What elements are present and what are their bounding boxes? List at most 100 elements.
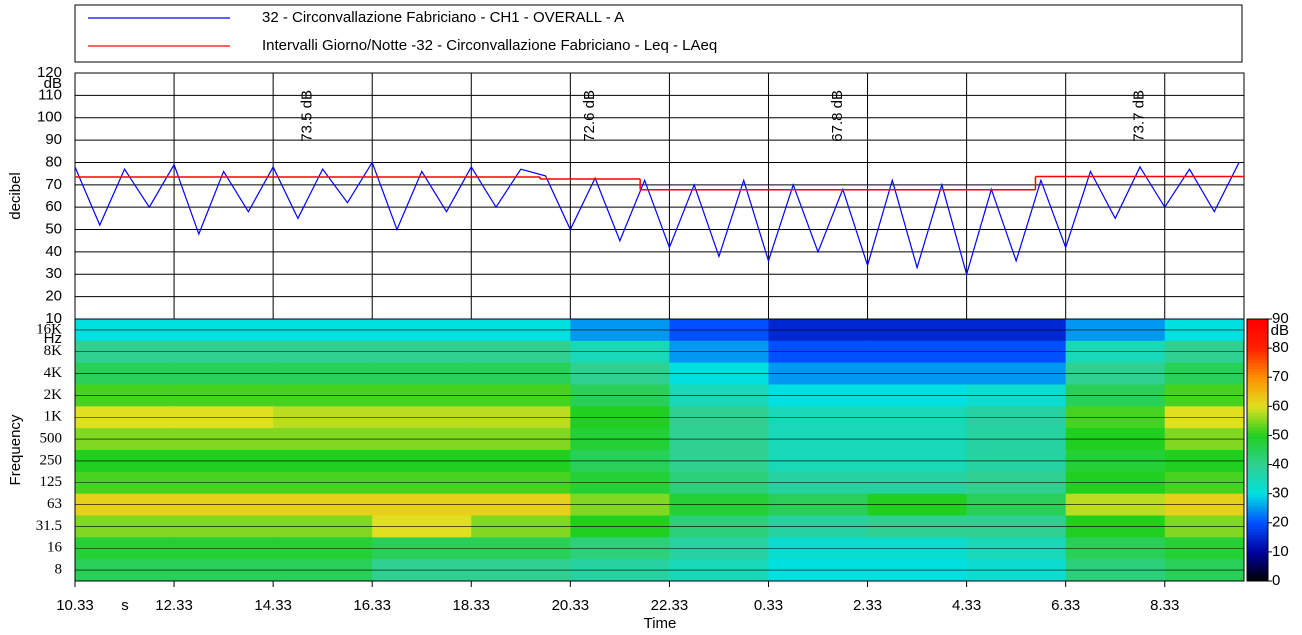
legend-box <box>74 4 1243 63</box>
y-tick-label: 100 <box>37 109 62 126</box>
colorbar-step <box>1247 467 1268 471</box>
colorbar-tick-label: 60 <box>1272 397 1289 414</box>
colorbar-frame <box>1246 318 1269 582</box>
colorbar-step <box>1247 496 1268 500</box>
colorbar-step <box>1247 444 1268 448</box>
colorbar-step <box>1247 505 1268 509</box>
legend-label: 32 - Circonvallazione Fabriciano - CH1 -… <box>262 9 624 26</box>
colorbar-step <box>1247 409 1268 413</box>
y-tick-label: 8 <box>55 562 63 578</box>
colorbar-step <box>1247 374 1268 378</box>
colorbar-step <box>1247 557 1268 562</box>
colorbar-step <box>1247 508 1268 512</box>
x-tick-label: 14.33 <box>254 597 292 614</box>
x-tick-label: 4.33 <box>952 597 981 614</box>
value-label: 67.8 dB <box>829 90 846 142</box>
colorbar-step <box>1247 383 1268 387</box>
x-tick-label: 8.33 <box>1150 597 1179 614</box>
colorbar-step <box>1247 368 1268 372</box>
colorbar-step <box>1247 380 1268 384</box>
colorbar-step <box>1247 578 1268 582</box>
colorbar-tick-label: 90 <box>1272 310 1289 327</box>
colorbar-step <box>1247 534 1268 538</box>
colorbar-tick-label: 20 <box>1272 514 1289 531</box>
colorbar-step <box>1247 336 1268 340</box>
y-tick-label: 250 <box>40 452 63 468</box>
colorbar-step <box>1247 572 1268 576</box>
x-tick-label: 10.33 <box>56 597 94 614</box>
colorbar-step <box>1247 528 1268 533</box>
plot-frame <box>74 72 1245 320</box>
colorbar-step <box>1247 452 1268 457</box>
colorbar-step <box>1247 458 1268 463</box>
colorbar-step <box>1247 560 1268 565</box>
x-axis-label: Time <box>644 615 677 632</box>
colorbar-step <box>1247 339 1268 343</box>
colorbar-step <box>1247 333 1268 337</box>
colorbar-step <box>1247 435 1268 439</box>
y-tick-label: 63 <box>47 496 62 512</box>
y-tick-label: 31.5 <box>36 518 62 534</box>
colorbar-step <box>1247 450 1268 454</box>
colorbar-step <box>1247 554 1268 559</box>
y-tick-label: 50 <box>45 221 62 238</box>
colorbar-step <box>1247 473 1268 477</box>
y-tick-label: 30 <box>45 265 62 282</box>
y-tick-label: 40 <box>45 243 62 260</box>
colorbar-step <box>1247 429 1268 434</box>
colorbar-step <box>1247 359 1268 364</box>
x-tick-label: 2.33 <box>853 597 882 614</box>
colorbar-step <box>1247 426 1268 431</box>
colorbar-step <box>1247 487 1268 492</box>
colorbar-step <box>1247 423 1268 428</box>
colorbar-step <box>1247 566 1268 570</box>
y-tick-label: 125 <box>40 474 63 490</box>
colorbar-step <box>1247 455 1268 460</box>
y-tick-label: 8K <box>44 343 63 359</box>
colorbar-step <box>1247 461 1268 466</box>
plot-frame <box>74 318 1245 582</box>
colorbar-step <box>1247 482 1268 486</box>
value-label: 73.5 dB <box>299 90 316 142</box>
y-unit: Hz <box>44 330 62 347</box>
colorbar-step <box>1247 551 1268 556</box>
colorbar-step <box>1247 464 1268 468</box>
x-tick-label: 6.33 <box>1051 597 1080 614</box>
colorbar-step <box>1247 356 1268 361</box>
colorbar-step <box>1247 327 1268 332</box>
colorbar-step <box>1247 412 1268 416</box>
colorbar-step <box>1247 546 1268 550</box>
colorbar-step <box>1247 348 1268 352</box>
x-tick-label: 12.33 <box>155 597 193 614</box>
colorbar-step <box>1247 490 1268 495</box>
colorbar-step <box>1247 447 1268 451</box>
colorbar-step <box>1247 525 1268 530</box>
y-axis-label: decibel <box>7 172 24 220</box>
y-tick-label: 80 <box>45 153 62 170</box>
colorbar-step <box>1247 415 1268 419</box>
colorbar-tick-label: 0 <box>1272 572 1280 589</box>
y-tick-label: 120 <box>37 64 62 81</box>
colorbar-step <box>1247 385 1268 390</box>
colorbar-step <box>1247 438 1268 442</box>
colorbar-step <box>1247 319 1268 323</box>
colorbar-step <box>1247 441 1268 445</box>
x-tick-label: 16.33 <box>353 597 391 614</box>
colorbar-step <box>1247 502 1268 506</box>
value-label: 72.6 dB <box>581 90 598 142</box>
colorbar-step <box>1247 569 1268 573</box>
colorbar-tick-label: 80 <box>1272 339 1289 356</box>
colorbar-step <box>1247 377 1268 381</box>
colorbar-step <box>1247 432 1268 436</box>
y-tick-label: 10 <box>45 310 62 327</box>
colorbar-step <box>1247 353 1268 358</box>
colorbar-step <box>1247 563 1268 567</box>
colorbar-tick-label: 30 <box>1272 485 1289 502</box>
y-tick-label: 60 <box>45 198 62 215</box>
y-tick-label: 110 <box>38 86 62 103</box>
colorbar-step <box>1247 514 1268 518</box>
colorbar-step <box>1247 362 1268 367</box>
colorbar-step <box>1247 394 1268 399</box>
colorbar-tick-label: 50 <box>1272 426 1289 443</box>
